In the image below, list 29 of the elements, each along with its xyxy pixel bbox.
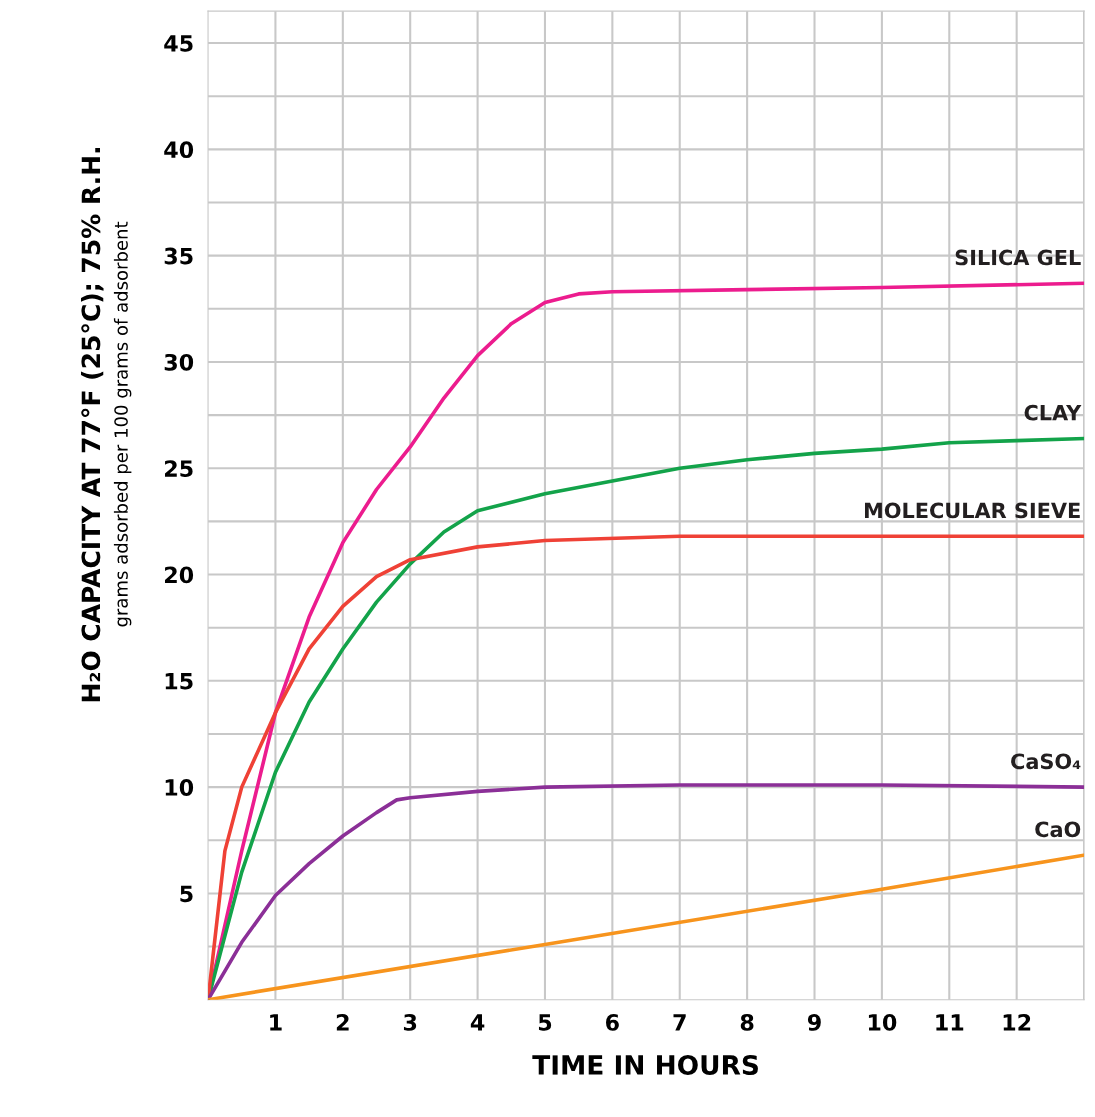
series-label: MOLECULAR SIEVE (865, 502, 1080, 519)
x-axis-title: TIME IN HOURS (532, 1055, 758, 1075)
x-tick-label: 12 (1003, 1014, 1031, 1031)
y-tick-label: 15 (165, 673, 193, 690)
y-tick-label: 5 (180, 885, 193, 903)
y-tick-label: 30 (164, 353, 194, 371)
y-tick-label: 40 (164, 141, 194, 159)
series-label: CaO (1035, 821, 1081, 838)
y-axis-title: H₂O CAPACITY AT 77°F (25°C); 75% R.H. (81, 147, 104, 702)
x-tick-label: 8 (740, 1014, 754, 1031)
text: grams adsorbed per 100 grams of adsorbent (113, 221, 132, 627)
x-tick-label: 1 (270, 1014, 282, 1031)
y-tick-label: 35 (164, 247, 193, 265)
x-tick-label: 7 (673, 1014, 686, 1031)
x-tick-label: 9 (807, 1014, 821, 1031)
x-tick-label: 4 (470, 1014, 485, 1031)
y-tick-label: 45 (164, 35, 193, 52)
x-tick-label: 11 (936, 1014, 964, 1031)
x-tick-label: 2 (336, 1014, 349, 1031)
series-label: CLAY (1024, 404, 1082, 421)
x-tick-label: 3 (403, 1014, 417, 1031)
x-tick-label: 6 (606, 1014, 619, 1031)
y-tick-label: 25 (164, 460, 193, 477)
x-tick-label: 5 (538, 1014, 552, 1031)
y-tick-label: 20 (164, 566, 194, 584)
series-label: SILICA GEL (955, 249, 1081, 266)
series-label: CaSO₄ (1011, 753, 1081, 770)
y-tick-label: 10 (165, 779, 194, 796)
x-tick-label: 10 (868, 1014, 897, 1031)
